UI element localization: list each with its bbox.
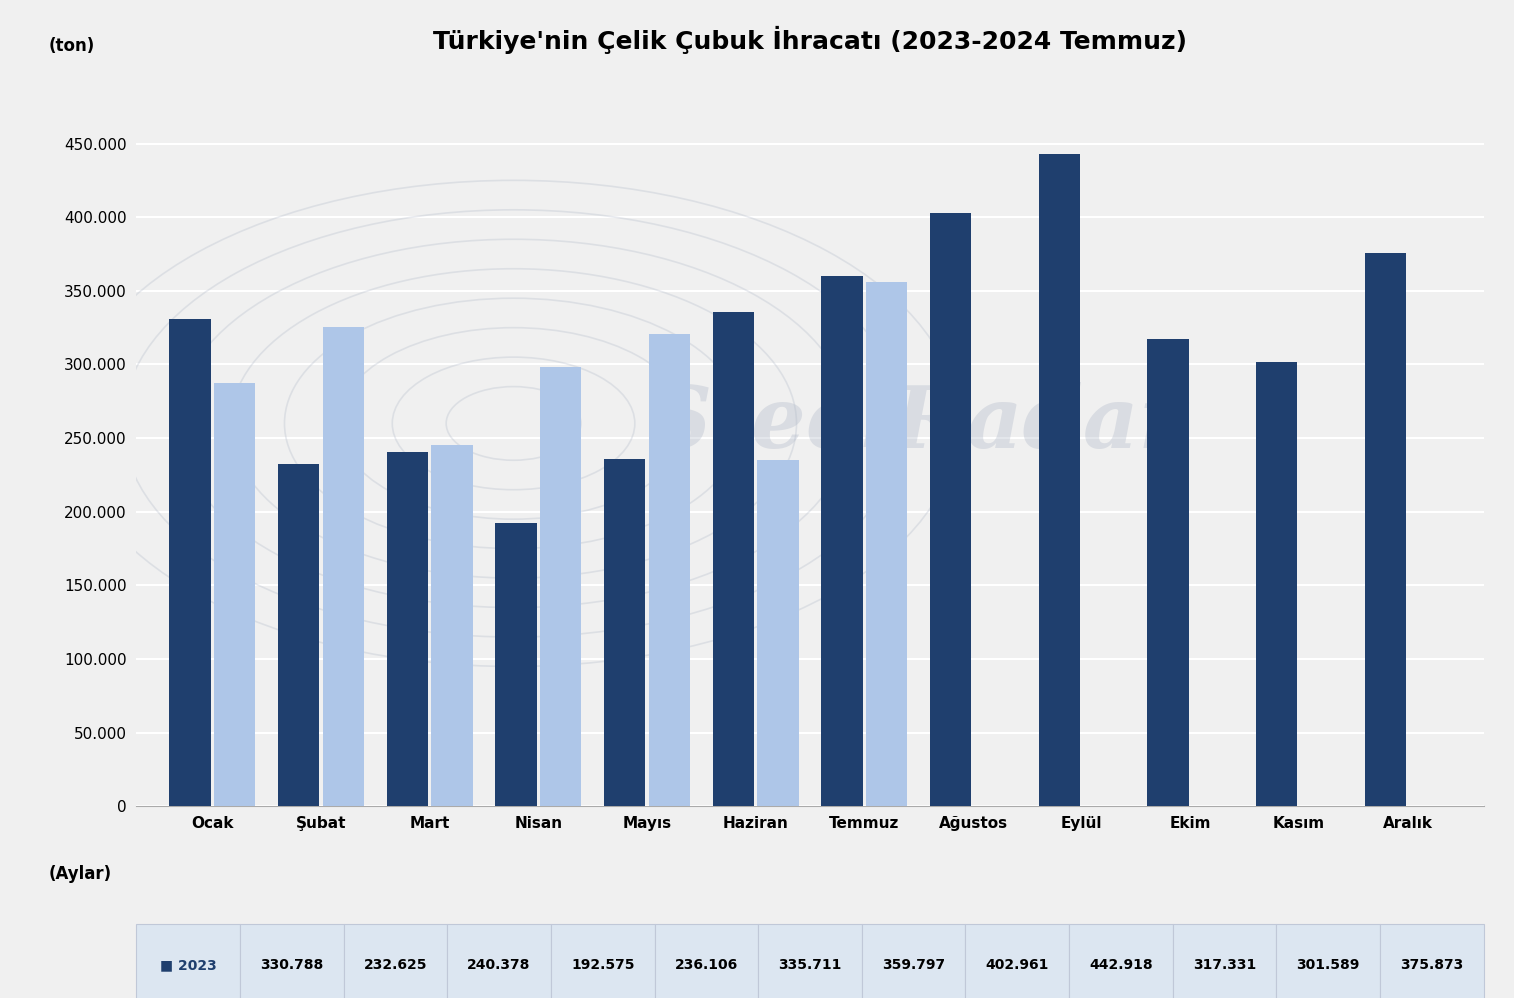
Bar [170, 319, 210, 806]
Bar [930, 213, 972, 806]
Bar [386, 452, 428, 806]
Bar [279, 464, 319, 806]
Bar [757, 460, 798, 806]
Bar [1148, 339, 1188, 806]
Bar [1039, 154, 1079, 806]
Text: SteelRadar: SteelRadar [651, 381, 1185, 465]
Bar [213, 382, 256, 806]
Bar [604, 459, 645, 806]
Bar [1364, 252, 1407, 806]
Title: Türkiye'nin Çelik Çubuk İhracatı (2023-2024 Temmuz): Türkiye'nin Çelik Çubuk İhracatı (2023-2… [433, 26, 1187, 54]
Bar [1257, 362, 1297, 806]
Bar [431, 445, 472, 806]
Text: (Aylar): (Aylar) [48, 865, 112, 883]
Bar [866, 281, 907, 806]
Bar [713, 312, 754, 806]
Bar [322, 326, 363, 806]
Bar [495, 523, 536, 806]
Bar [822, 276, 863, 806]
Bar [540, 366, 581, 806]
Bar [648, 334, 690, 806]
Text: (ton): (ton) [48, 37, 95, 55]
